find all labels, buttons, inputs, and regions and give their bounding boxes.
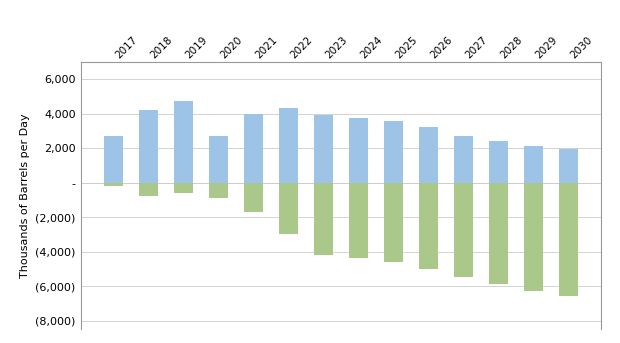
- Bar: [559, 149, 578, 182]
- Bar: [489, 182, 508, 284]
- Bar: [209, 136, 228, 182]
- Bar: [104, 136, 123, 182]
- Bar: [174, 182, 193, 193]
- Bar: [559, 182, 578, 296]
- Bar: [349, 182, 368, 258]
- Bar: [523, 146, 542, 182]
- Bar: [314, 115, 333, 182]
- Bar: [104, 182, 123, 186]
- Bar: [244, 114, 264, 182]
- Bar: [454, 182, 473, 277]
- Bar: [140, 182, 159, 197]
- Y-axis label: Thousands of Barrels per Day: Thousands of Barrels per Day: [20, 113, 30, 278]
- Bar: [244, 182, 264, 212]
- Bar: [418, 182, 438, 269]
- Bar: [140, 110, 159, 182]
- Bar: [489, 141, 508, 182]
- Bar: [349, 118, 368, 182]
- Bar: [418, 127, 438, 182]
- Bar: [174, 102, 193, 182]
- Bar: [454, 136, 473, 182]
- Bar: [384, 182, 403, 262]
- Bar: [523, 182, 542, 291]
- Bar: [314, 182, 333, 255]
- Bar: [384, 121, 403, 182]
- Bar: [279, 108, 298, 182]
- Bar: [209, 182, 228, 198]
- Bar: [279, 182, 298, 234]
